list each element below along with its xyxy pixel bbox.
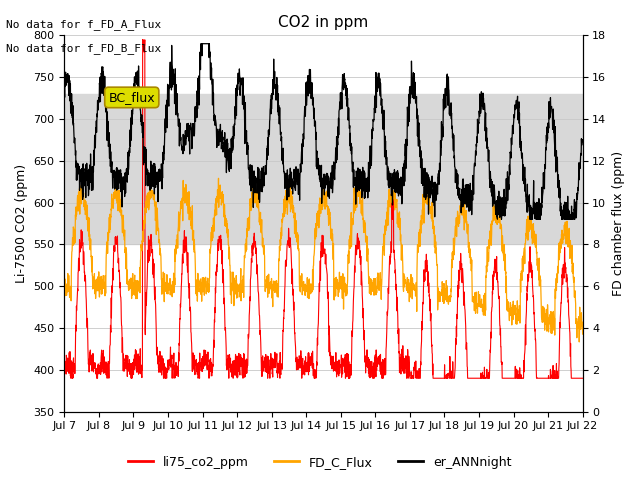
Legend: li75_co2_ppm, FD_C_Flux, er_ANNnight: li75_co2_ppm, FD_C_Flux, er_ANNnight (124, 451, 516, 474)
Y-axis label: Li-7500 CO2 (ppm): Li-7500 CO2 (ppm) (15, 164, 28, 283)
Text: BC_flux: BC_flux (108, 91, 155, 104)
Text: No data for f_FD_B_Flux: No data for f_FD_B_Flux (6, 43, 162, 54)
Text: No data for f_FD_A_Flux: No data for f_FD_A_Flux (6, 19, 162, 30)
Bar (65, 94, 582, 244)
Y-axis label: FD chamber flux (ppm): FD chamber flux (ppm) (612, 151, 625, 296)
Title: CO2 in ppm: CO2 in ppm (278, 15, 369, 30)
